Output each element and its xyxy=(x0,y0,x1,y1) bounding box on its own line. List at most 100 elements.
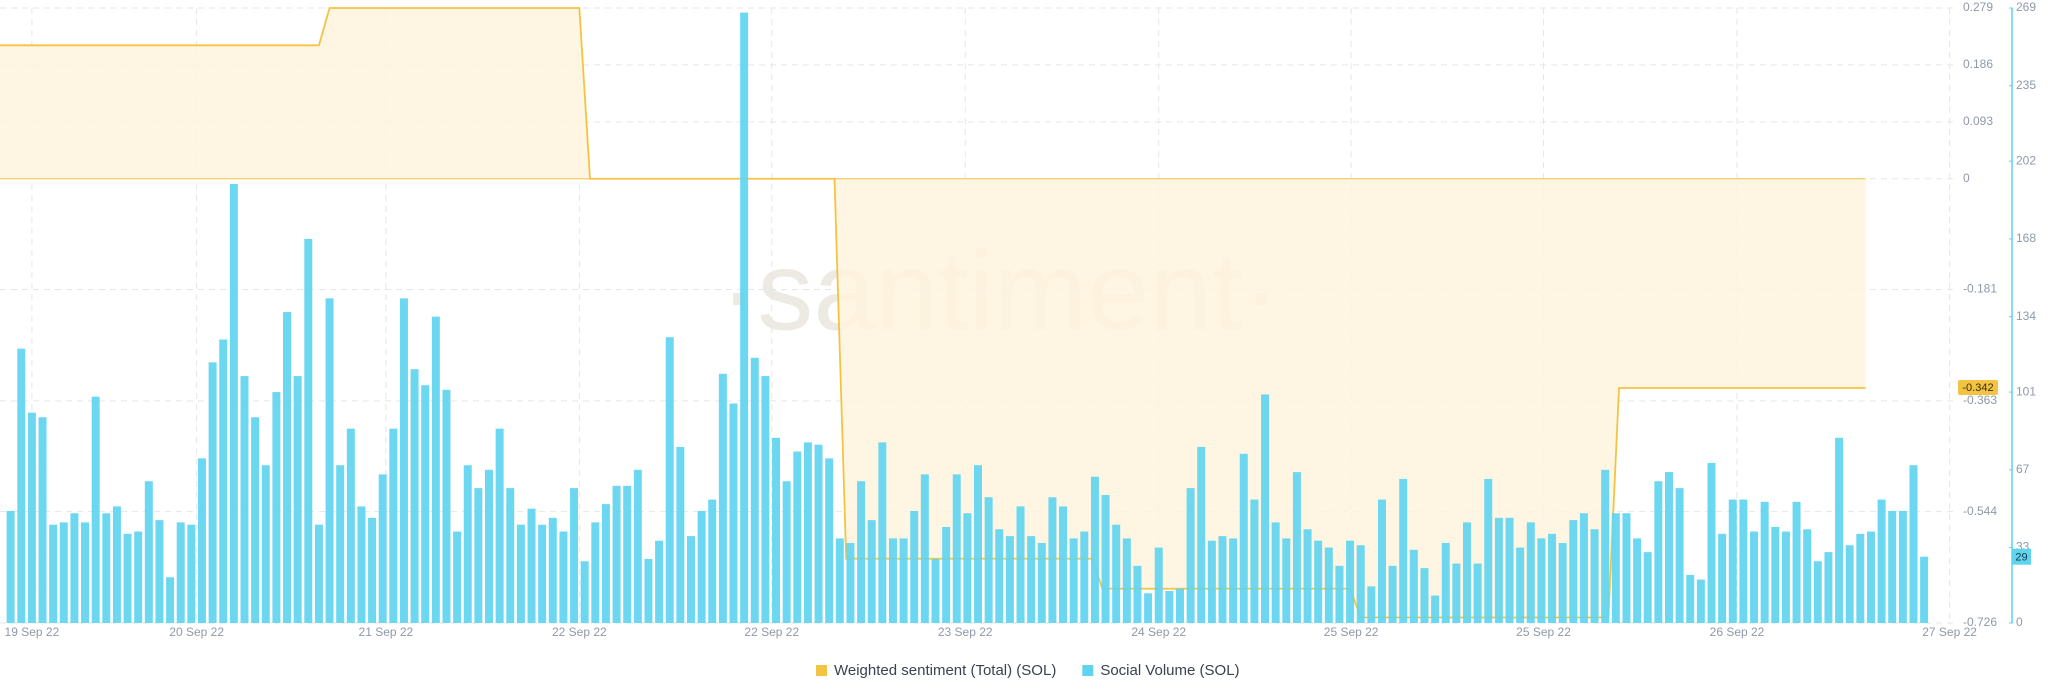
volume-bar xyxy=(740,12,749,623)
volume-bar xyxy=(1686,574,1695,623)
volume-bar xyxy=(314,524,323,623)
volume-bar xyxy=(1707,462,1716,623)
x-tick-label: 25 Sep 22 xyxy=(1324,625,1379,639)
volume-bar xyxy=(931,558,940,623)
legend-label[interactable]: Social Volume (SOL) xyxy=(1100,662,1239,679)
volume-bar xyxy=(219,339,228,623)
volume-bar xyxy=(1909,465,1918,623)
volume-bar xyxy=(357,506,366,623)
volume-bar xyxy=(1484,478,1493,623)
volume-bar xyxy=(1027,536,1036,623)
volume-bar xyxy=(1399,478,1408,623)
volume-bar xyxy=(166,577,175,623)
volume-bar xyxy=(1835,437,1844,623)
volume-bar xyxy=(686,536,695,623)
volume-bar xyxy=(548,517,557,623)
volume-bar xyxy=(261,465,270,623)
volume-bar xyxy=(368,517,377,623)
volume-bar xyxy=(1197,446,1206,623)
volume-bar xyxy=(1824,552,1833,623)
volume-bar xyxy=(1218,536,1227,623)
volume-bar xyxy=(612,485,621,623)
volume-bar xyxy=(378,474,387,623)
volume-bar xyxy=(1537,538,1546,623)
x-tick-label: 27 Sep 22 xyxy=(1922,625,1977,639)
x-tick-label: 21 Sep 22 xyxy=(359,625,414,639)
volume-bar xyxy=(591,522,600,623)
y-tick-label: -0.544 xyxy=(1963,504,1997,518)
volume-bar xyxy=(1441,542,1450,623)
volume-bar xyxy=(336,465,345,623)
volume-bar xyxy=(6,510,15,623)
volume-bar xyxy=(1622,513,1631,623)
volume-bar xyxy=(1367,586,1376,623)
volume-bar xyxy=(1654,481,1663,623)
volume-bar xyxy=(1696,579,1705,623)
volume-bar xyxy=(1548,533,1557,623)
volume-bar xyxy=(623,485,632,623)
y-tick-label: -0.363 xyxy=(1963,393,1997,407)
volume-bar xyxy=(825,458,834,623)
y2-tick-label: 168 xyxy=(2016,231,2036,245)
x-tick-label: 24 Sep 22 xyxy=(1131,625,1186,639)
legend-swatch[interactable] xyxy=(1082,665,1094,676)
volume-bar xyxy=(506,488,515,623)
volume-bar xyxy=(835,538,844,623)
y2-tick-label: 202 xyxy=(2016,153,2036,167)
volume-bar xyxy=(538,524,547,623)
volume-bar xyxy=(655,540,664,623)
volume-bar xyxy=(1388,565,1397,623)
volume-bar xyxy=(1144,593,1153,623)
volume-bar xyxy=(1048,497,1057,623)
volume-bar xyxy=(81,522,90,623)
legend-swatch[interactable] xyxy=(816,665,827,676)
volume-bar xyxy=(112,506,121,623)
volume-bar xyxy=(1452,563,1461,623)
volume-bar xyxy=(1877,499,1886,623)
volume-bar xyxy=(1250,499,1259,623)
volume-bar xyxy=(1856,533,1865,623)
volume-bar xyxy=(1175,588,1184,623)
volume-bar xyxy=(1771,526,1780,623)
volume-bar xyxy=(17,348,26,623)
volume-bar xyxy=(1888,510,1897,623)
volume-bar xyxy=(708,499,717,623)
volume-bar xyxy=(442,389,451,623)
volume-bar xyxy=(1494,517,1503,623)
y2-tick-label: 67 xyxy=(2016,462,2030,476)
volume-bar xyxy=(431,316,440,623)
volume-bar xyxy=(1569,520,1578,623)
y2-tick-label: 269 xyxy=(2016,0,2036,14)
volume-bar xyxy=(697,510,706,623)
volume-bar xyxy=(1781,531,1790,623)
y-tick-label: -0.181 xyxy=(1963,282,1997,296)
volume-bar xyxy=(1718,533,1727,623)
volume-bar xyxy=(920,474,929,623)
volume-bar xyxy=(1898,510,1907,623)
volume-bar xyxy=(1643,552,1652,623)
volume-bar xyxy=(570,488,579,623)
y-tick-label: 0 xyxy=(1963,171,1970,185)
volume-bar xyxy=(59,522,68,623)
volume-bar xyxy=(155,520,164,623)
volume-bar xyxy=(229,184,238,623)
volume-bar xyxy=(1059,506,1068,623)
volume-bar xyxy=(1324,547,1333,623)
volume-bar xyxy=(729,403,738,623)
volume-bar xyxy=(772,437,781,623)
volume-bar xyxy=(1633,538,1642,623)
sentiment-area xyxy=(0,8,1866,618)
volume-bar xyxy=(1590,529,1599,623)
volume-bar xyxy=(952,474,961,623)
volume-bar xyxy=(910,510,919,623)
legend-label[interactable]: Weighted sentiment (Total) (SOL) xyxy=(834,662,1056,679)
volume-bar xyxy=(187,524,196,623)
volume-bar xyxy=(474,488,483,623)
volume-bar xyxy=(718,373,727,623)
volume-bar xyxy=(1271,522,1280,623)
volume-bar xyxy=(272,392,281,623)
volume-bar xyxy=(1409,549,1418,623)
volume-bar xyxy=(1080,531,1089,623)
volume-bar xyxy=(1335,565,1344,623)
volume-bar xyxy=(399,298,408,623)
